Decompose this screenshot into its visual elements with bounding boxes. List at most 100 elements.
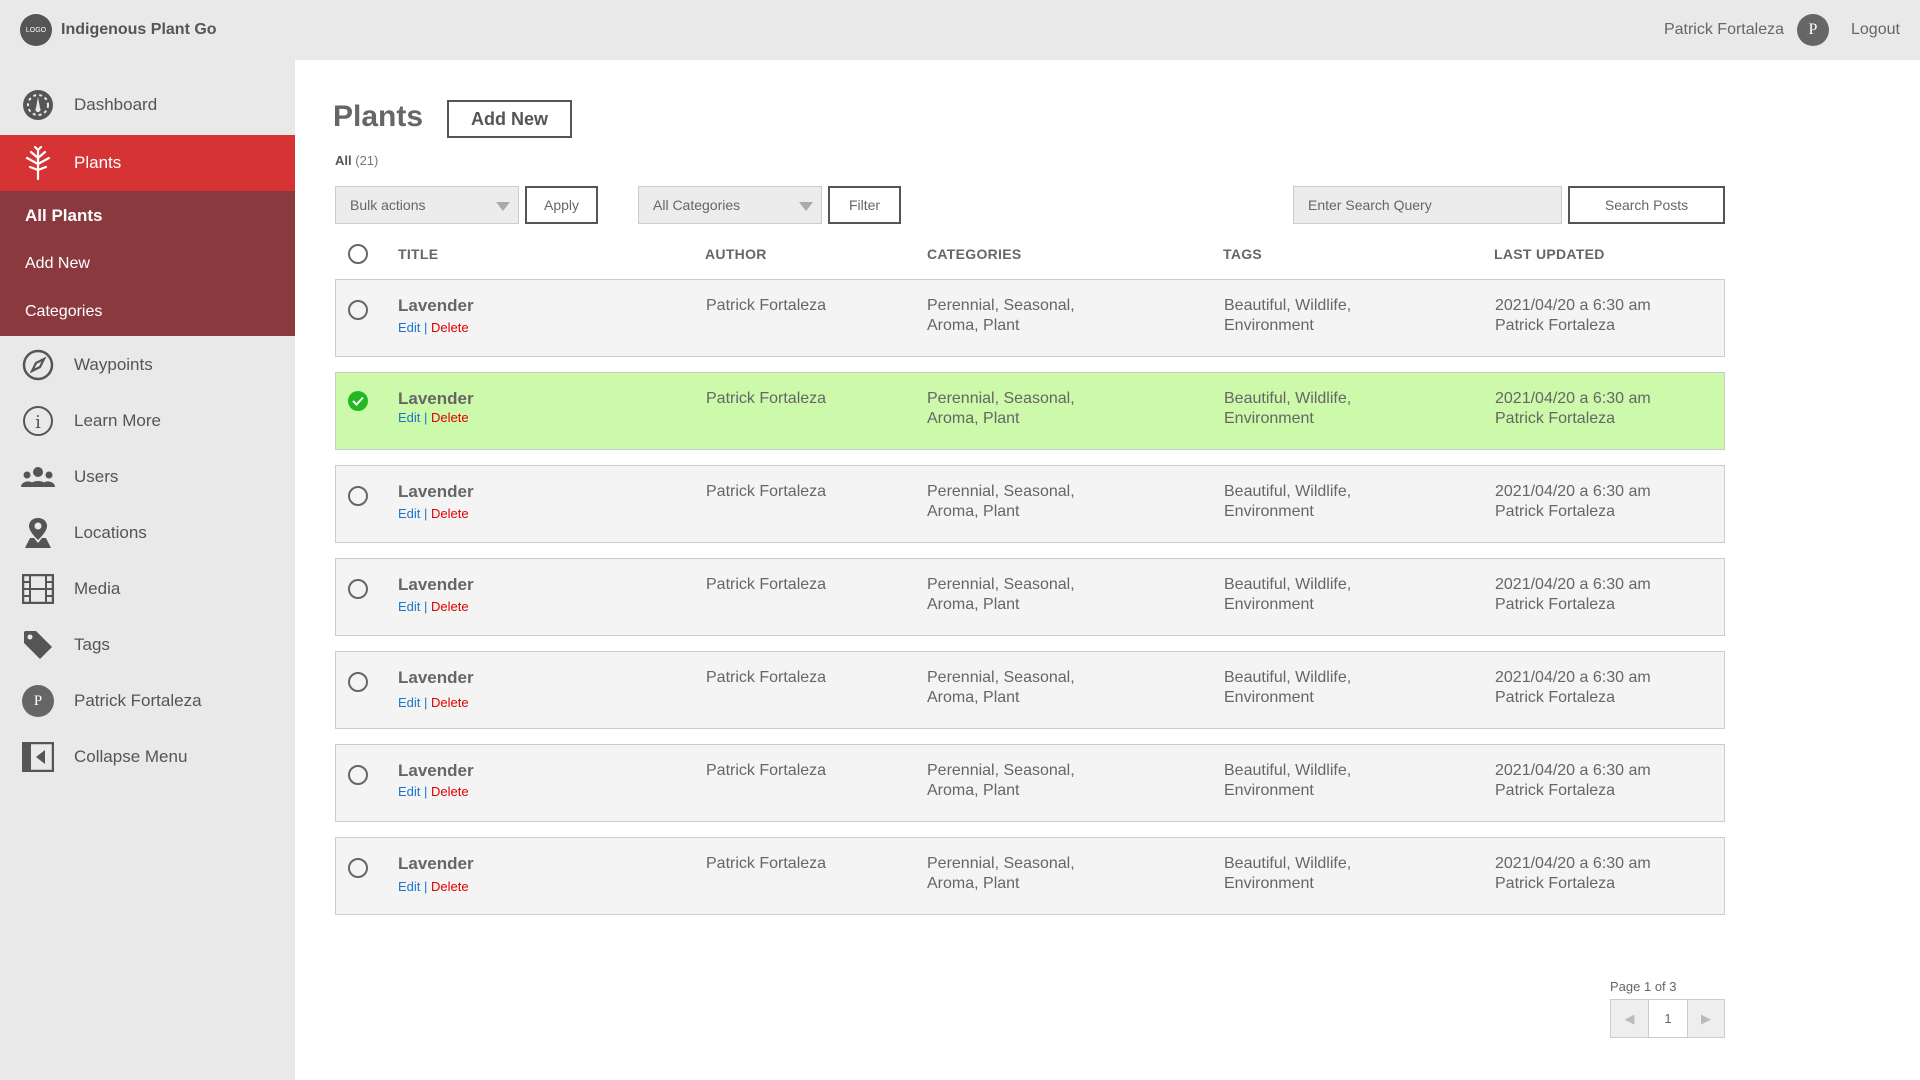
row-author[interactable]: Patrick Fortaleza — [706, 297, 827, 314]
compass-icon — [21, 348, 55, 382]
row-title[interactable]: Lavender — [398, 389, 474, 408]
row-select-radio[interactable] — [348, 486, 368, 506]
row-select-radio[interactable] — [348, 672, 368, 692]
prev-page-icon[interactable]: ◀ — [1611, 1000, 1649, 1037]
row-author[interactable]: Patrick Fortaleza — [706, 576, 827, 593]
row-title[interactable]: Lavender — [398, 854, 474, 873]
column-header-author[interactable]: AUTHOR — [705, 246, 767, 262]
delete-link[interactable]: Delete — [431, 599, 469, 614]
row-categories-line: Aroma, Plant — [927, 317, 1020, 334]
row-updated-date: 2021/04/20 a 6:30 am — [1495, 297, 1651, 314]
row-categories-line: Aroma, Plant — [927, 503, 1020, 520]
row-tags: Beautiful, Wildlife, Environment — [1224, 482, 1351, 522]
all-filter-link[interactable]: All (21) — [335, 153, 378, 168]
row-select-radio[interactable] — [348, 765, 368, 785]
row-last-updated: 2021/04/20 a 6:30 am Patrick Fortaleza — [1495, 296, 1651, 336]
row-title[interactable]: Lavender — [398, 761, 474, 780]
row-author[interactable]: Patrick Fortaleza — [706, 762, 827, 779]
table-row[interactable]: Lavender Edit | Delete Patrick Fortaleza… — [335, 279, 1725, 357]
column-header-last-updated[interactable]: LAST UPDATED — [1494, 246, 1605, 262]
sidebar-item-label: Media — [74, 579, 121, 598]
row-updated-by: Patrick Fortaleza — [1495, 503, 1616, 520]
row-select-radio[interactable] — [348, 579, 368, 599]
delete-link[interactable]: Delete — [431, 320, 469, 335]
column-header-title[interactable]: TITLE — [398, 246, 439, 262]
row-select-radio[interactable] — [348, 300, 368, 320]
row-author[interactable]: Patrick Fortaleza — [706, 855, 827, 872]
current-page-number[interactable]: 1 — [1649, 1000, 1687, 1037]
sidebar-item-tags[interactable]: Tags — [0, 617, 295, 673]
row-author[interactable]: Patrick Fortaleza — [706, 390, 827, 407]
app-name[interactable]: Indigenous Plant Go — [61, 21, 217, 38]
delete-link[interactable]: Delete — [431, 506, 469, 521]
sidebar-item-plants[interactable]: Plants — [0, 135, 295, 191]
users-icon — [21, 460, 55, 494]
submenu-add-new[interactable]: Add New — [25, 255, 90, 272]
apply-button[interactable]: Apply — [525, 186, 598, 224]
sidebar-item-profile[interactable]: P Patrick Fortaleza — [0, 673, 295, 729]
table-row[interactable]: Lavender Edit | Delete Patrick Fortaleza… — [335, 651, 1725, 729]
categories-select[interactable]: All Categories — [638, 186, 822, 224]
add-new-button[interactable]: Add New — [447, 100, 572, 138]
logout-link[interactable]: Logout — [1851, 21, 1900, 38]
top-avatar[interactable]: P — [1797, 14, 1829, 46]
row-title[interactable]: Lavender — [398, 668, 474, 687]
edit-link[interactable]: Edit — [398, 599, 421, 614]
edit-link[interactable]: Edit — [398, 320, 421, 335]
sidebar-item-waypoints[interactable]: Waypoints — [0, 337, 295, 393]
table-row[interactable]: Lavender Edit | Delete Patrick Fortaleza… — [335, 558, 1725, 636]
top-user-name[interactable]: Patrick Fortaleza — [1663, 21, 1784, 38]
all-count: (21) — [355, 153, 379, 168]
search-posts-button[interactable]: Search Posts — [1568, 186, 1725, 224]
sidebar-item-locations[interactable]: Locations — [0, 505, 295, 561]
sidebar-item-label: Patrick Fortaleza — [74, 691, 202, 710]
next-page-icon[interactable]: ▶ — [1687, 1000, 1724, 1037]
sidebar-item-learn-more[interactable]: i Learn More — [0, 393, 295, 449]
app-logo[interactable]: LOGO — [20, 14, 52, 46]
edit-link[interactable]: Edit — [398, 879, 421, 894]
row-updated-by: Patrick Fortaleza — [1495, 410, 1616, 427]
table-row[interactable]: Lavender Edit | Delete Patrick Fortaleza… — [335, 372, 1725, 450]
sidebar-item-collapse-menu[interactable]: Collapse Menu — [0, 729, 295, 785]
row-actions: Edit | Delete — [398, 695, 469, 710]
table-row[interactable]: Lavender Edit | Delete Patrick Fortaleza… — [335, 837, 1725, 915]
row-title[interactable]: Lavender — [398, 482, 474, 501]
row-author[interactable]: Patrick Fortaleza — [706, 669, 827, 686]
table-row[interactable]: Lavender Edit | Delete Patrick Fortaleza… — [335, 744, 1725, 822]
row-actions: Edit | Delete — [398, 320, 469, 335]
select-all-radio[interactable] — [348, 244, 368, 264]
row-last-updated: 2021/04/20 a 6:30 am Patrick Fortaleza — [1495, 482, 1651, 522]
row-author[interactable]: Patrick Fortaleza — [706, 483, 827, 500]
row-tags-line: Environment — [1224, 410, 1314, 427]
delete-link[interactable]: Delete — [431, 410, 469, 425]
sidebar-item-users[interactable]: Users — [0, 449, 295, 505]
filter-button[interactable]: Filter — [828, 186, 901, 224]
row-tags: Beautiful, Wildlife, Environment — [1224, 296, 1351, 336]
search-input[interactable]: Enter Search Query — [1293, 186, 1562, 224]
row-checked-radio[interactable] — [348, 391, 368, 411]
row-categories: Perennial, Seasonal, Aroma, Plant — [927, 761, 1075, 801]
submenu-categories[interactable]: Categories — [25, 303, 103, 320]
row-actions: Edit | Delete — [398, 784, 469, 799]
column-header-tags[interactable]: TAGS — [1223, 246, 1263, 262]
column-header-categories[interactable]: CATEGORIES — [927, 246, 1022, 262]
row-last-updated: 2021/04/20 a 6:30 am Patrick Fortaleza — [1495, 575, 1651, 615]
edit-link[interactable]: Edit — [398, 506, 421, 521]
sidebar-item-dashboard[interactable]: Dashboard — [0, 77, 295, 133]
edit-link[interactable]: Edit — [398, 410, 421, 425]
delete-link[interactable]: Delete — [431, 695, 469, 710]
delete-link[interactable]: Delete — [431, 879, 469, 894]
table-row[interactable]: Lavender Edit | Delete Patrick Fortaleza… — [335, 465, 1725, 543]
row-tags-line: Environment — [1224, 782, 1314, 799]
row-select-radio[interactable] — [348, 858, 368, 878]
row-title[interactable]: Lavender — [398, 296, 474, 315]
bulk-actions-select[interactable]: Bulk actions — [335, 186, 519, 224]
tree-icon — [21, 146, 55, 180]
edit-link[interactable]: Edit — [398, 695, 421, 710]
submenu-all-plants[interactable]: All Plants — [25, 206, 103, 225]
row-title[interactable]: Lavender — [398, 575, 474, 594]
delete-link[interactable]: Delete — [431, 784, 469, 799]
edit-link[interactable]: Edit — [398, 784, 421, 799]
action-separator: | — [424, 320, 428, 335]
sidebar-item-media[interactable]: Media — [0, 561, 295, 617]
